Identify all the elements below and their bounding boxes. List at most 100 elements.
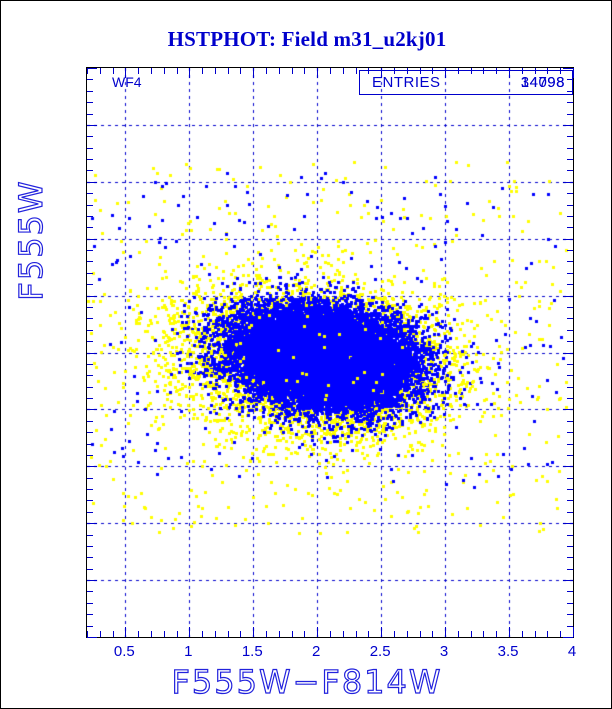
y-tick-right bbox=[567, 147, 573, 149]
y-tick bbox=[87, 420, 93, 422]
y-tick bbox=[87, 136, 93, 138]
x-tick-label: 3.5 bbox=[497, 643, 519, 660]
x-tick-top bbox=[457, 68, 459, 74]
x-tick-top bbox=[266, 68, 268, 74]
y-tick-right bbox=[563, 352, 573, 354]
x-tick bbox=[483, 631, 485, 637]
y-tick bbox=[87, 90, 93, 92]
y-tick-right bbox=[567, 90, 573, 92]
x-tick-top bbox=[560, 68, 562, 74]
plot-frame: WF4 ENTRIES 34098 34098 14798 bbox=[86, 67, 574, 638]
scatter-plot-canvas[interactable] bbox=[87, 68, 573, 637]
x-tick bbox=[534, 631, 536, 637]
y-tick bbox=[87, 181, 97, 183]
y-tick bbox=[87, 272, 93, 274]
y-tick bbox=[87, 261, 93, 263]
x-tick bbox=[355, 631, 357, 637]
y-tick-right bbox=[563, 68, 573, 69]
y-tick bbox=[87, 227, 93, 229]
x-tick bbox=[163, 631, 165, 637]
x-tick-label: 1.5 bbox=[241, 643, 263, 660]
y-tick bbox=[87, 432, 93, 434]
y-tick-right bbox=[567, 625, 573, 627]
x-tick-top bbox=[355, 68, 357, 74]
y-tick-right bbox=[563, 523, 573, 525]
y-tick-right bbox=[567, 193, 573, 195]
y-tick bbox=[87, 489, 93, 491]
y-tick bbox=[87, 375, 93, 377]
y-tick bbox=[87, 545, 93, 547]
y-tick bbox=[87, 250, 93, 252]
x-tick bbox=[227, 631, 229, 637]
x-tick-top bbox=[381, 68, 383, 78]
y-tick bbox=[87, 284, 93, 286]
y-tick-right bbox=[567, 363, 573, 365]
y-tick bbox=[87, 534, 93, 536]
x-tick-top bbox=[125, 68, 127, 78]
chip-annotation: WF4 bbox=[112, 74, 142, 90]
y-tick bbox=[87, 568, 93, 570]
x-tick bbox=[573, 627, 574, 637]
page-title: HSTPHOT: Field m31_u2kj01 bbox=[167, 27, 447, 51]
y-tick bbox=[87, 454, 93, 456]
y-tick-right bbox=[567, 329, 573, 331]
y-tick bbox=[87, 523, 97, 525]
y-tick bbox=[87, 113, 93, 115]
x-tick-top bbox=[138, 68, 140, 74]
x-tick bbox=[87, 631, 88, 637]
y-tick bbox=[87, 215, 93, 217]
x-tick bbox=[381, 627, 383, 637]
x-tick bbox=[470, 631, 472, 637]
x-tick-label: 1 bbox=[184, 643, 193, 660]
x-tick bbox=[176, 631, 178, 637]
x-tick-top bbox=[432, 68, 434, 74]
y-tick-right bbox=[567, 215, 573, 217]
x-tick-label: 0.5 bbox=[113, 643, 135, 660]
y-tick-right bbox=[567, 614, 573, 616]
x-tick-top bbox=[483, 68, 485, 74]
y-tick-right bbox=[567, 341, 573, 343]
y-tick-right bbox=[567, 398, 573, 400]
x-tick-top bbox=[317, 68, 319, 78]
y-tick bbox=[87, 124, 97, 126]
y-tick bbox=[87, 500, 93, 502]
y-tick bbox=[87, 557, 93, 559]
x-tick bbox=[99, 631, 101, 637]
y-tick bbox=[87, 68, 97, 69]
y-tick-right bbox=[563, 238, 573, 240]
y-tick-right bbox=[567, 79, 573, 81]
y-tick-right bbox=[567, 568, 573, 570]
x-tick bbox=[189, 627, 191, 637]
y-tick-right bbox=[567, 534, 573, 536]
x-tick-top bbox=[176, 68, 178, 74]
y-tick-right bbox=[567, 170, 573, 172]
x-tick-top bbox=[573, 68, 574, 78]
x-tick-top bbox=[214, 68, 216, 74]
y-tick bbox=[87, 637, 97, 638]
y-tick-right bbox=[563, 181, 573, 183]
x-tick bbox=[342, 631, 344, 637]
x-tick bbox=[240, 631, 242, 637]
y-tick-right bbox=[563, 295, 573, 297]
x-tick-top bbox=[470, 68, 472, 74]
y-tick-right bbox=[567, 420, 573, 422]
x-tick bbox=[560, 631, 562, 637]
x-tick-label: 3 bbox=[439, 643, 449, 660]
y-tick-right bbox=[567, 136, 573, 138]
x-tick-top bbox=[496, 68, 498, 74]
y-tick bbox=[87, 409, 97, 411]
x-tick-top bbox=[253, 68, 255, 78]
y-tick bbox=[87, 102, 93, 104]
y-tick bbox=[87, 318, 93, 320]
x-tick bbox=[330, 631, 331, 637]
y-tick bbox=[87, 193, 93, 195]
y-tick-right bbox=[567, 454, 573, 456]
y-tick bbox=[87, 511, 93, 513]
x-tick bbox=[317, 627, 319, 637]
x-tick-top bbox=[227, 68, 229, 74]
y-tick-right bbox=[567, 204, 573, 206]
y-tick-right bbox=[563, 580, 573, 582]
y-tick bbox=[87, 79, 93, 81]
x-tick-top bbox=[189, 68, 191, 78]
